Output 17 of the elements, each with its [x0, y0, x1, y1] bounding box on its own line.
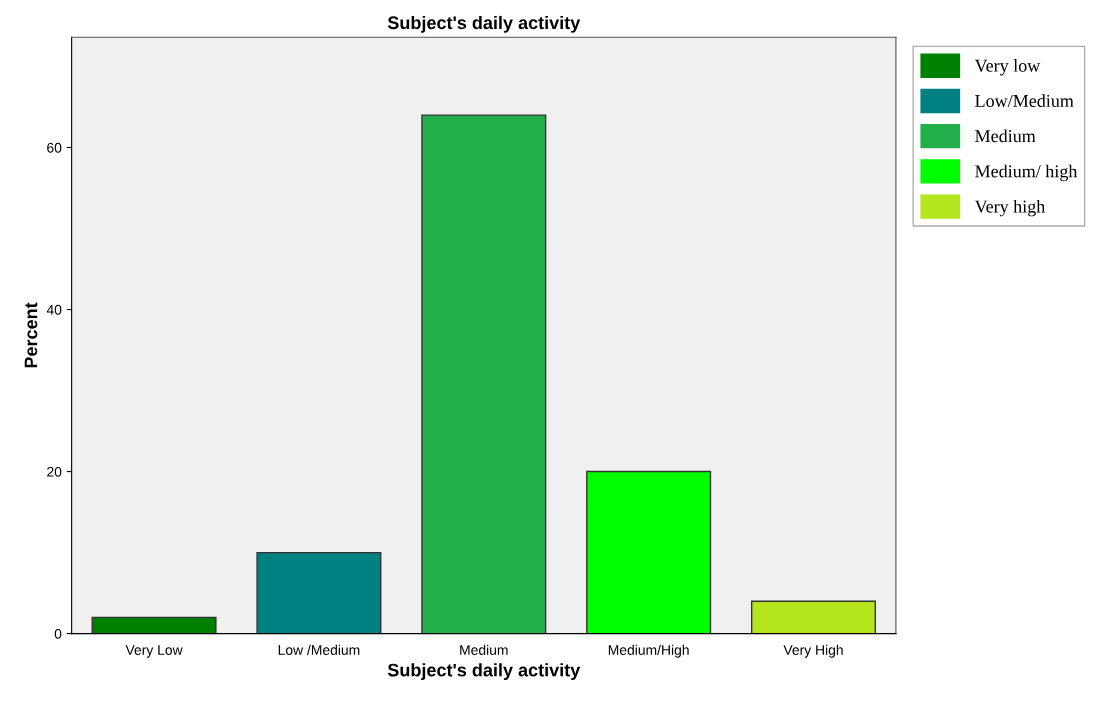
y-tick-label: 0	[54, 628, 62, 639]
legend-label: Medium/ high	[975, 164, 1078, 182]
x-axis-title: Subject's daily activity	[387, 663, 581, 681]
x-tick-label: Very High	[783, 644, 843, 658]
legend-label: Medium	[975, 129, 1036, 143]
x-tick-label: Medium/High	[608, 644, 689, 658]
chart-title: Subject's daily activity	[387, 15, 581, 33]
x-tick-label: Very Low	[125, 645, 183, 658]
x-tick-label: Low /Medium	[278, 644, 360, 655]
legend-label: Low/Medium	[975, 94, 1074, 107]
y-tick-label: 40	[46, 304, 62, 315]
y-tick-label: 20	[47, 466, 62, 477]
legend-label: Very high	[974, 199, 1046, 217]
y-axis-title: Percent	[24, 302, 38, 368]
y-tick-label: 60	[47, 142, 62, 153]
x-tick-label: Medium	[460, 644, 508, 655]
legend-label: Very low	[974, 59, 1041, 76]
